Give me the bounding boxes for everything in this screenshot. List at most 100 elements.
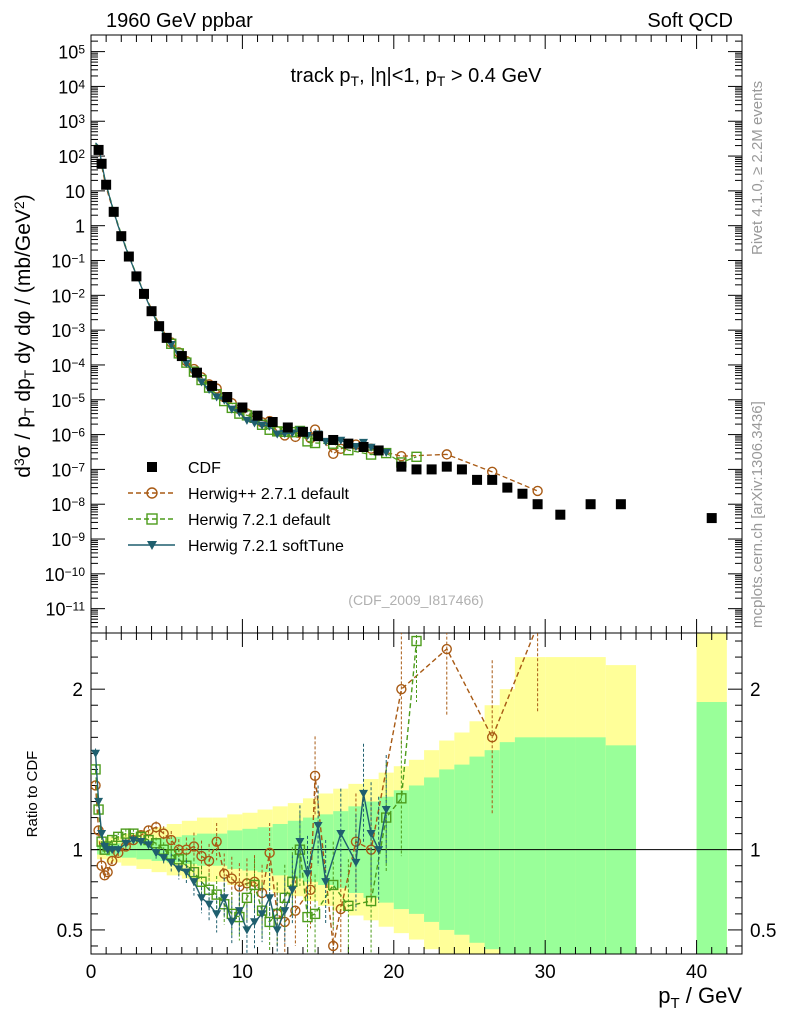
legend-label: Herwig 7.2.1 softTune [188,538,344,555]
cdf-data-point [502,482,513,493]
ratio-point [107,846,117,855]
y-tick-label: 10−9 [51,530,85,550]
y-tick-label: 10−2 [51,286,85,306]
ratio-point [91,749,101,758]
cdf-data-point [532,499,543,510]
x-axis-label: pT / GeV [658,983,742,1012]
ratio-point [158,828,169,839]
ratio-point [121,839,131,848]
ratio-point [411,635,422,647]
ratio-point [381,805,391,815]
mc-point [321,437,331,446]
y-tick-label: 10−6 [51,425,85,445]
ratio-point [99,870,110,881]
ratio-point [196,876,207,887]
ratio-curves [91,620,542,954]
mc-point [242,416,252,425]
mc-point [411,451,422,463]
y-tick-label: 105 [58,42,85,62]
x-tick-label: 20 [383,962,404,983]
cdf-data-point [517,488,528,499]
ratio-point [257,910,267,919]
ratio-point [234,907,244,916]
ratio-band-inner [514,737,546,954]
ratio-point [120,828,132,839]
x-tick-label: 0 [86,962,97,983]
cdf-data-point [176,351,187,362]
plot-title: track pT, |η|<1, pT > 0.4 GeV [291,65,543,89]
ratio-point [250,918,260,927]
mcplots-reference-label: mcplots.cern.ch [arXiv:1306.3436] [749,401,766,628]
ratio-point [188,866,200,878]
ratio-point [151,849,161,858]
y-tick-label: 10−4 [51,356,85,376]
mc-point [181,359,191,368]
ratio-point [302,911,313,923]
y-tick-label: 10−11 [46,599,86,619]
cdf-data-point [328,434,339,445]
mc-point [351,442,361,452]
legend: CDF Herwig++ 2.7.1 default Herwig 7.2.1 de… [128,460,350,555]
ratio-band-inner [696,702,727,954]
cdf-data-point [154,321,165,332]
ratio-point [219,894,229,903]
ratio-point [396,793,407,804]
y-tick-label: 10−1 [51,251,85,271]
ratio-tick-label-right: 0.5 [750,921,776,942]
cdf-data-point [146,306,157,317]
y-tick-label: 102 [58,147,85,167]
mc-point [336,436,346,445]
ratio-point [335,903,347,915]
y-tick-label: 10−10 [45,564,86,584]
ratio-point [97,830,107,839]
ratio-series [91,633,422,954]
cdf-data-point [116,231,127,242]
ratio-point [197,894,207,903]
ratio-tick-label: 0.5 [57,921,83,942]
ratio-tick-label-right: 1 [750,841,761,862]
ratio-point [533,620,542,629]
ratio-point [295,838,305,847]
ratio-point [181,868,191,877]
mc-point [272,430,282,439]
ratio-point [189,878,199,887]
ratio-point [302,870,312,879]
legend-marker [147,462,157,472]
mc-point [197,378,207,387]
y-tick-label: 1 [75,217,85,237]
ratio-point [227,918,237,927]
ratio-band-inner [545,737,576,954]
ratio-point [374,846,384,855]
energy-label: 1960 GeV ppbar [106,10,253,32]
mc-prediction-curves [95,142,543,497]
cdf-data-point [101,179,112,190]
mc-point [441,449,452,460]
cdf-data-point [93,144,104,155]
ratio-point [144,841,154,850]
mc-point [227,405,237,414]
ratio-tick-label: 1 [72,841,83,862]
ratio-point [365,895,377,907]
category-label: Soft QCD [647,10,733,32]
ratio-point [211,836,222,847]
ratio-point [264,847,275,859]
y-tick-label: 10−7 [51,460,85,480]
ratio-point [241,892,253,904]
ratio-point [174,865,184,874]
ratio-band-inner [499,742,515,954]
ratio-point [264,916,275,928]
ratio-point [265,894,275,903]
cdf-data-point [252,410,263,421]
ratio-point [128,836,138,845]
cdf-data-point [441,461,452,472]
mc-point [212,393,222,402]
ratio-point [343,900,354,912]
cdf-data-point [96,158,107,169]
ratio-point [150,822,162,833]
ratio-point [204,900,214,909]
ratio-point [328,940,339,952]
ratio-axis-label: Ratio to CDF [24,751,41,838]
x-tick-label: 40 [686,962,707,983]
cdf-data-point [123,251,134,262]
